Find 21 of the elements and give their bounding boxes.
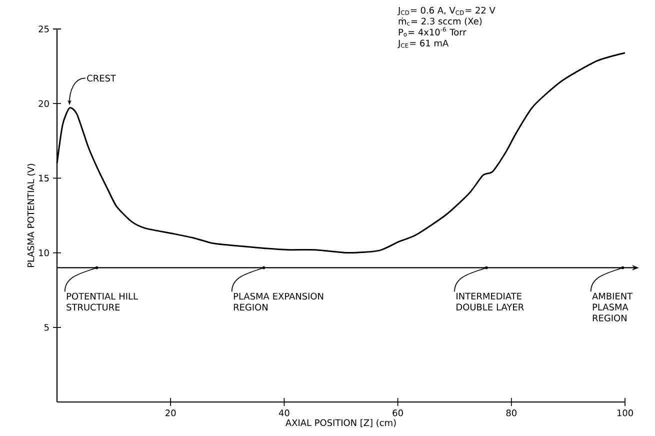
x-tick-label: 20 bbox=[166, 410, 176, 416]
annotation: AMBIENT PLASMA REGION bbox=[592, 292, 633, 322]
y-tick-label: 5 bbox=[44, 324, 49, 331]
y-tick-label: 10 bbox=[39, 249, 49, 256]
x-axis-title: AXIAL POSITION [Z] (cm) bbox=[286, 419, 396, 428]
text: ṁ$_{c}$= 2.3 sccm (Xe) bbox=[398, 18, 482, 26]
annotation: J$_{CE}$= 61 mA bbox=[398, 40, 449, 48]
annotation: P$_{o}$= 4x10$^{-6}$ Torr bbox=[398, 27, 466, 36]
y-tick-label: 15 bbox=[39, 174, 49, 182]
x-tick-label: 100 bbox=[617, 410, 633, 416]
x-tick-label: 80 bbox=[506, 410, 517, 416]
annotation: PLASMA EXPANSION REGION bbox=[234, 292, 324, 311]
x-tick-label: 40 bbox=[278, 410, 290, 416]
text: J$_{CD}$= 0.6 A, V$_{CD}$= 22 V bbox=[398, 6, 496, 16]
y-tick-label: 25 bbox=[38, 26, 49, 32]
annotation: INTERMEDIATE DOUBLE LAYER bbox=[456, 292, 524, 310]
annotation: POTENTIAL HILL STRUCTURE bbox=[66, 292, 138, 311]
annotation: CREST bbox=[87, 74, 116, 82]
y-tick-label: 20 bbox=[38, 100, 49, 107]
x-tick-label: 60 bbox=[392, 410, 403, 416]
y-axis-title: PLASMA POTENTIAL (V) bbox=[27, 164, 36, 267]
